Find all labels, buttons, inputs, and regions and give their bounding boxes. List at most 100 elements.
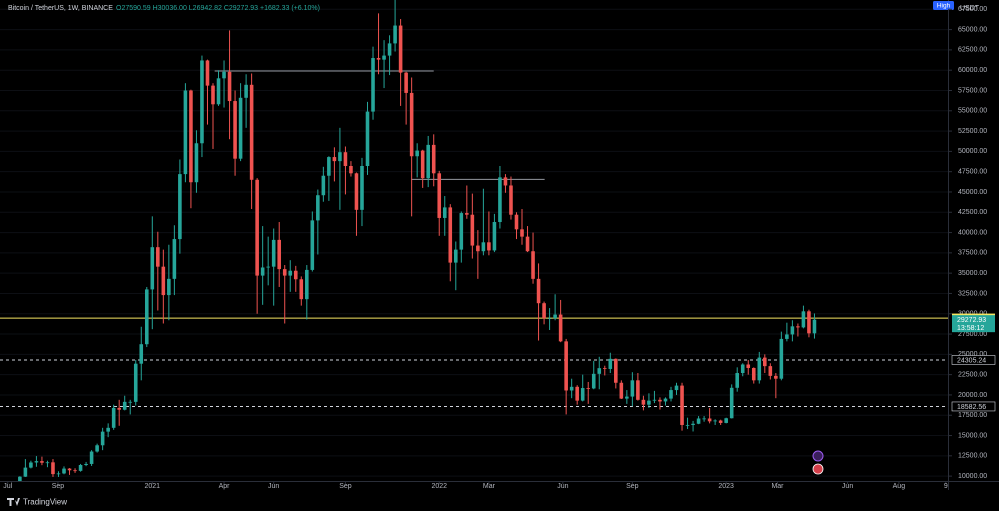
candle-body bbox=[332, 157, 337, 162]
logo-mark bbox=[7, 498, 20, 506]
candle-body bbox=[442, 207, 447, 218]
candle-body bbox=[387, 43, 392, 56]
y-tick-label: 47500.00 bbox=[958, 169, 987, 176]
candle-body bbox=[122, 401, 127, 410]
candle-body bbox=[768, 366, 773, 376]
candle-body bbox=[139, 344, 144, 364]
candle-body bbox=[51, 462, 55, 475]
candle-body bbox=[580, 388, 585, 401]
last-price: 29272.93 bbox=[957, 317, 986, 324]
candle-body bbox=[536, 278, 541, 304]
candle-body bbox=[106, 427, 110, 432]
candle-body bbox=[481, 242, 486, 252]
candle-body bbox=[371, 58, 375, 112]
candle-body bbox=[227, 71, 232, 102]
y-tick-label: 22500.00 bbox=[958, 371, 987, 378]
candle-body bbox=[652, 399, 657, 401]
candle-body bbox=[194, 143, 199, 183]
candle-body bbox=[222, 71, 226, 79]
y-tick-label: 17500.00 bbox=[958, 412, 987, 419]
y-tick-label: 27500.00 bbox=[958, 331, 987, 338]
candle-body bbox=[492, 222, 497, 251]
candle-body bbox=[95, 445, 99, 452]
candle-body bbox=[156, 247, 160, 267]
candle-body bbox=[503, 177, 508, 186]
candle-body bbox=[812, 319, 817, 334]
candle-body bbox=[150, 247, 155, 290]
candle-body bbox=[271, 239, 276, 267]
x-tick-label: Jun bbox=[268, 483, 279, 490]
candle-body bbox=[757, 357, 762, 381]
candle-body bbox=[255, 179, 259, 276]
candle-body bbox=[167, 278, 171, 296]
candle-body bbox=[404, 72, 408, 93]
candle-body bbox=[238, 97, 243, 159]
y-tick-label: 45000.00 bbox=[958, 189, 987, 196]
candle-body bbox=[625, 396, 629, 399]
candle-body bbox=[718, 420, 723, 423]
candle-body bbox=[779, 338, 784, 379]
y-tick-label: 62500.00 bbox=[958, 47, 987, 54]
candle-body bbox=[365, 111, 370, 166]
candle-body bbox=[724, 418, 728, 423]
candle-body bbox=[420, 150, 425, 179]
candle-body bbox=[266, 266, 270, 268]
event-icon[interactable] bbox=[812, 450, 824, 462]
candle-body bbox=[128, 401, 133, 403]
candle-body bbox=[569, 386, 574, 391]
candle-body bbox=[751, 367, 756, 381]
candle-body bbox=[18, 476, 22, 481]
candle-body bbox=[398, 25, 403, 73]
y-tick-label: 67500.00 bbox=[958, 6, 987, 13]
candle-body bbox=[144, 289, 149, 345]
candle-body bbox=[183, 90, 188, 175]
candle-body bbox=[376, 58, 381, 60]
candle-body bbox=[608, 358, 613, 369]
y-tick-label: 25000.00 bbox=[958, 351, 987, 358]
candle-body bbox=[393, 25, 397, 44]
candle-body bbox=[172, 239, 177, 279]
x-tick-label: Sep bbox=[52, 483, 65, 490]
x-tick-label: Sep bbox=[339, 483, 352, 490]
candle-body bbox=[531, 251, 535, 279]
candle-body bbox=[62, 468, 66, 474]
candle-body bbox=[448, 207, 453, 263]
bar-countdown: 13:58:12 bbox=[957, 325, 984, 332]
x-tick-label: 2023 bbox=[718, 483, 734, 490]
candle-body bbox=[707, 418, 712, 422]
y-tick-label: 42500.00 bbox=[958, 209, 987, 216]
x-tick-label: 2022 bbox=[431, 483, 447, 490]
candle-body bbox=[277, 239, 282, 270]
candle-body bbox=[476, 245, 480, 252]
candle-body bbox=[674, 385, 679, 391]
candle-body bbox=[575, 386, 579, 401]
candle-body bbox=[641, 399, 646, 405]
candle-body bbox=[702, 418, 706, 420]
plot-area bbox=[0, 0, 948, 481]
candle-body bbox=[360, 165, 364, 210]
candle-body bbox=[249, 84, 254, 180]
candle-body bbox=[509, 185, 513, 215]
y-tick-label: 15000.00 bbox=[958, 432, 987, 439]
candle-body bbox=[685, 424, 690, 426]
candle-body bbox=[288, 270, 293, 276]
candle-body bbox=[586, 388, 591, 389]
candle-body bbox=[343, 152, 348, 166]
ohlc-legend: O27590.59 H30036.00 L26942.82 C29272.93 … bbox=[116, 5, 320, 12]
candle-body bbox=[542, 303, 546, 319]
candle-body bbox=[691, 423, 695, 425]
price-line-tag-bg bbox=[951, 401, 996, 412]
candle-body bbox=[525, 236, 530, 252]
price-line-tag: 18582.56 bbox=[957, 404, 986, 411]
footer-brand[interactable]: TradingView bbox=[23, 498, 67, 507]
y-tick-label: 52500.00 bbox=[958, 128, 987, 135]
candle-body bbox=[415, 150, 419, 157]
candle-body bbox=[56, 473, 61, 475]
candle-body bbox=[807, 311, 811, 334]
candle-body bbox=[520, 229, 524, 237]
candle-body bbox=[84, 463, 88, 466]
flag-icon[interactable] bbox=[812, 463, 824, 475]
badge[interactable]: High bbox=[937, 3, 951, 10]
